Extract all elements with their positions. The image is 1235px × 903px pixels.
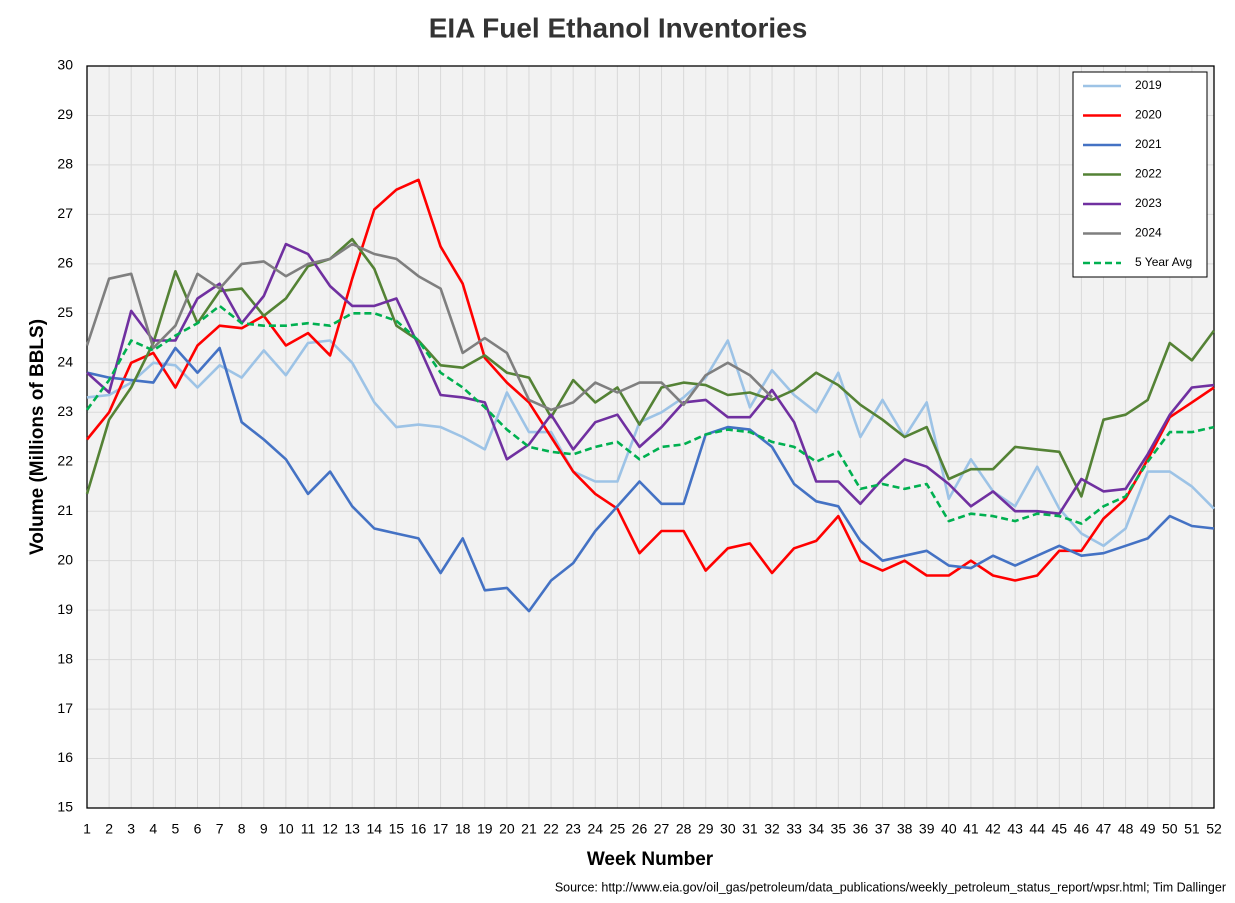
legend-label: 2024 <box>1135 226 1162 240</box>
series-line <box>86 346 1215 613</box>
x-tick-label: 16 <box>411 821 427 837</box>
x-tick-label: 29 <box>698 821 714 837</box>
x-tick-label: 45 <box>1052 821 1068 837</box>
x-tick-label: 37 <box>875 821 891 837</box>
x-tick-label: 25 <box>610 821 626 837</box>
x-tick-label: 51 <box>1184 821 1200 837</box>
legend-label: 2023 <box>1135 196 1162 210</box>
x-tick-label: 12 <box>322 821 338 837</box>
y-tick-label: 26 <box>57 255 73 271</box>
y-tick-label: 28 <box>57 156 73 172</box>
x-tick-label: 15 <box>389 821 405 837</box>
x-tick-label: 21 <box>521 821 537 837</box>
y-tick-label: 18 <box>57 650 73 666</box>
series-line <box>85 304 1215 525</box>
x-tick-label: 3 <box>127 821 135 837</box>
y-tick-label: 29 <box>57 106 73 122</box>
x-tick-label: 9 <box>260 821 268 837</box>
x-tick-label: 10 <box>278 821 294 837</box>
x-tick-label: 22 <box>543 821 559 837</box>
x-tick-label: 44 <box>1029 821 1045 837</box>
y-tick-label: 27 <box>57 205 73 221</box>
series-line <box>85 237 1216 498</box>
x-tick-label: 36 <box>853 821 869 837</box>
x-tick-label: 17 <box>433 821 449 837</box>
y-tick-label: 22 <box>57 452 73 468</box>
y-tick-label: 17 <box>57 700 73 716</box>
x-tick-label: 43 <box>1007 821 1023 837</box>
chart-title: EIA Fuel Ethanol Inventories <box>429 12 808 43</box>
x-tick-label: 2 <box>105 821 113 837</box>
x-tick-label: 24 <box>587 821 603 837</box>
x-tick-label: 52 <box>1206 821 1222 837</box>
x-tick-label: 31 <box>742 821 758 837</box>
x-tick-label: 13 <box>344 821 360 837</box>
x-tick-label: 18 <box>455 821 471 837</box>
x-tick-label: 42 <box>985 821 1001 837</box>
x-tick-label: 20 <box>499 821 515 837</box>
x-tick-label: 26 <box>632 821 648 837</box>
x-tick-label: 4 <box>149 821 157 837</box>
x-tick-label: 6 <box>194 821 202 837</box>
x-tick-label: 19 <box>477 821 493 837</box>
series-line <box>86 339 1215 548</box>
y-tick-label: 19 <box>57 601 73 617</box>
series-line <box>85 242 773 412</box>
x-tick-label: 48 <box>1118 821 1134 837</box>
x-tick-label: 41 <box>963 821 979 837</box>
y-tick-label: 24 <box>57 354 73 370</box>
x-axis-label: Week Number <box>587 849 714 870</box>
y-tick-label: 16 <box>57 749 73 765</box>
legend-label: 2020 <box>1135 108 1162 122</box>
y-tick-label: 30 <box>57 57 73 73</box>
y-tick-label: 20 <box>57 551 73 567</box>
series-line <box>85 178 1215 582</box>
x-tick-label: 47 <box>1096 821 1112 837</box>
plot-frame <box>86 65 1215 809</box>
y-axis-label: Volume (Millions of BBLS) <box>27 319 48 555</box>
x-tick-label: 27 <box>654 821 670 837</box>
x-tick-label: 5 <box>171 821 179 837</box>
x-tick-label: 30 <box>720 821 736 837</box>
y-tick-label: 15 <box>57 799 73 815</box>
x-tick-label: 33 <box>786 821 802 837</box>
x-tick-label: 28 <box>676 821 692 837</box>
x-tick-label: 1 <box>83 821 91 837</box>
y-tick-label: 23 <box>57 403 73 419</box>
x-tick-label: 35 <box>831 821 847 837</box>
source-note: Source: http://www.eia.gov/oil_gas/petro… <box>555 880 1226 894</box>
legend-label: 5 Year Avg <box>1135 255 1192 269</box>
x-tick-label: 32 <box>764 821 780 837</box>
x-tick-label: 40 <box>941 821 957 837</box>
y-tick-label: 25 <box>57 304 73 320</box>
x-tick-label: 34 <box>808 821 824 837</box>
legend-label: 2022 <box>1135 167 1162 181</box>
legend-label: 2019 <box>1135 78 1162 92</box>
x-tick-label: 39 <box>919 821 935 837</box>
x-tick-label: 50 <box>1162 821 1178 837</box>
x-tick-label: 23 <box>565 821 581 837</box>
x-tick-label: 49 <box>1140 821 1156 837</box>
x-tick-label: 11 <box>301 821 316 837</box>
x-tick-label: 46 <box>1074 821 1090 837</box>
x-tick-label: 38 <box>897 821 913 837</box>
x-tick-label: 14 <box>366 821 382 837</box>
x-tick-label: 8 <box>238 821 246 837</box>
y-tick-label: 21 <box>57 502 73 518</box>
legend-label: 2021 <box>1135 137 1162 151</box>
x-tick-label: 7 <box>216 821 224 837</box>
